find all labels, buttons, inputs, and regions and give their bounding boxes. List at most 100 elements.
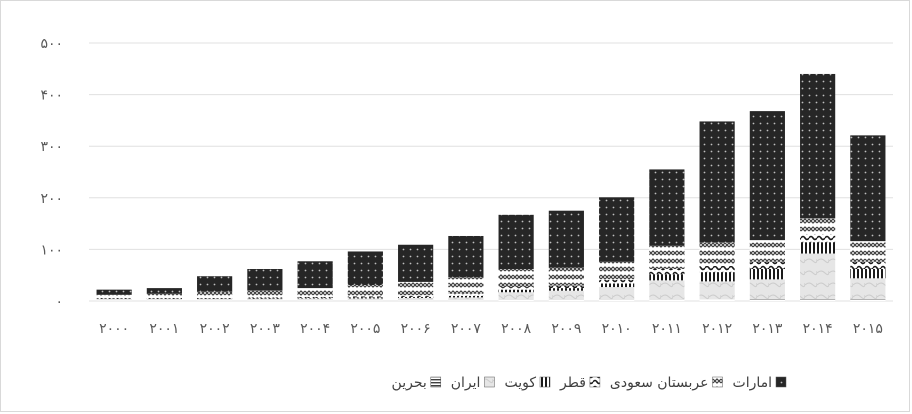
y-tick-label: ۳۰۰ bbox=[40, 139, 63, 155]
x-tick-label: ۲۰۰۲ bbox=[200, 321, 230, 337]
y-tick-label: ۴۰۰ bbox=[40, 88, 63, 104]
bar-segment bbox=[699, 299, 735, 301]
bar-segment bbox=[699, 265, 735, 273]
bar-segment bbox=[850, 298, 886, 301]
bar-segment bbox=[96, 298, 132, 301]
x-tick-label: ۲۰۱۴ bbox=[803, 321, 833, 337]
legend-entry: ایران bbox=[451, 375, 495, 391]
x-tick-label: ۲۰۰۹ bbox=[551, 321, 581, 337]
bar-segment bbox=[498, 299, 534, 301]
bar-segment bbox=[197, 297, 233, 299]
bar-segment bbox=[448, 300, 484, 301]
bar-segment bbox=[850, 241, 886, 262]
bar-segment bbox=[96, 300, 132, 301]
bar-segment bbox=[800, 233, 836, 243]
bar-segment bbox=[297, 298, 333, 301]
bar-segment bbox=[548, 290, 584, 300]
bar-segment bbox=[197, 300, 233, 301]
bar-segment bbox=[448, 295, 484, 298]
bar-segment bbox=[146, 298, 182, 299]
legend-label: قطر bbox=[559, 375, 586, 391]
bar-segment bbox=[649, 299, 685, 301]
bar-segment bbox=[548, 285, 584, 289]
x-tick-label: ۲۰۱۳ bbox=[752, 321, 783, 337]
bar-segment bbox=[398, 295, 434, 297]
bar-segment bbox=[649, 274, 685, 281]
legend: امارات عربستان سعودی قطر کویت ایران بحرین bbox=[392, 375, 787, 391]
bar-segment bbox=[498, 289, 534, 293]
bar-segment bbox=[548, 288, 584, 291]
bar-segment bbox=[498, 287, 534, 290]
bar-segment bbox=[347, 285, 383, 297]
bar-segment bbox=[850, 269, 886, 279]
bar-segment bbox=[96, 289, 132, 295]
legend-entry: امارات bbox=[733, 375, 787, 391]
x-tick-label: ۲۰۱۰ bbox=[602, 321, 632, 337]
bar-segment bbox=[247, 297, 283, 299]
x-tick-label: ۲۰۰۰ bbox=[99, 321, 129, 337]
bar-segment bbox=[96, 298, 132, 299]
legend-entry: قطر bbox=[559, 375, 601, 391]
bar-segment bbox=[197, 298, 233, 299]
bar-segment bbox=[749, 269, 785, 280]
bar-segment bbox=[448, 297, 484, 301]
bar-segment bbox=[347, 251, 383, 286]
legend-swatch bbox=[589, 376, 601, 388]
bar-segment bbox=[649, 169, 685, 246]
bar-segment bbox=[599, 197, 635, 262]
x-tick-label: ۲۰۰۷ bbox=[451, 321, 482, 337]
bar-segment bbox=[699, 281, 735, 300]
legend-label: امارات bbox=[733, 375, 772, 391]
x-tick-label: ۲۰۱۱ bbox=[652, 321, 682, 337]
bar-segment bbox=[749, 111, 785, 241]
bar-segment bbox=[498, 269, 534, 288]
bar-segment bbox=[297, 261, 333, 289]
bar-segment bbox=[448, 277, 484, 294]
bar-segment bbox=[800, 253, 836, 299]
bar-segment bbox=[599, 287, 635, 300]
bar-segment bbox=[398, 300, 434, 301]
legend-swatch bbox=[775, 376, 787, 388]
bar-segment bbox=[297, 296, 333, 298]
bar-segment bbox=[347, 300, 383, 301]
bar-segment bbox=[146, 298, 182, 301]
bar-segment bbox=[649, 245, 685, 270]
bar-segment bbox=[749, 279, 785, 299]
bar-segment bbox=[347, 297, 383, 299]
bar-segment bbox=[498, 214, 534, 270]
legend-swatch bbox=[484, 376, 495, 388]
bar-segment bbox=[699, 242, 735, 266]
bar-segment bbox=[749, 261, 785, 270]
bar-segment bbox=[599, 299, 635, 301]
bar-segment bbox=[548, 299, 584, 301]
bar-segment bbox=[146, 297, 182, 299]
bar-segment bbox=[800, 73, 836, 219]
legend-label: بحرین bbox=[392, 375, 427, 391]
bar-segment bbox=[398, 281, 434, 296]
x-tick-label: ۲۰۰۳ bbox=[250, 321, 281, 337]
bar-segment bbox=[347, 298, 383, 301]
x-tick-label: ۲۰۰۵ bbox=[350, 321, 380, 337]
bar-segment bbox=[649, 269, 685, 275]
bar-segment bbox=[548, 267, 584, 286]
bar-segment bbox=[297, 300, 333, 301]
x-axis-tick-labels: ۲۰۰۰ ۲۰۰۱ ۲۰۰۲ ۲۰۰۳ ۲۰۰۴ ۲۰۰۵ ۲۰۰۶ ۲۰۰۷ ۲۰۰۸ ۲۰۰۹… bbox=[99, 321, 883, 337]
y-tick-label: ۵۰۰ bbox=[40, 36, 63, 52]
x-tick-label: ۲۰۰۸ bbox=[501, 321, 532, 337]
bar-segment bbox=[297, 297, 333, 299]
bar-segment bbox=[749, 298, 785, 301]
bar-segment bbox=[850, 135, 886, 242]
bar-segment bbox=[197, 276, 233, 292]
legend-entry: کویت bbox=[504, 375, 551, 391]
x-tick-label: ۲۰۱۲ bbox=[702, 321, 732, 337]
bar-segment bbox=[297, 288, 333, 297]
bar-segment bbox=[699, 121, 735, 243]
bar-segment bbox=[699, 272, 735, 282]
bar-segment bbox=[749, 240, 785, 262]
bar-segment bbox=[800, 298, 836, 301]
bar-segment bbox=[850, 261, 886, 270]
bar-segment bbox=[146, 288, 182, 294]
bar-segment bbox=[247, 298, 283, 299]
bar-segment bbox=[800, 218, 836, 234]
